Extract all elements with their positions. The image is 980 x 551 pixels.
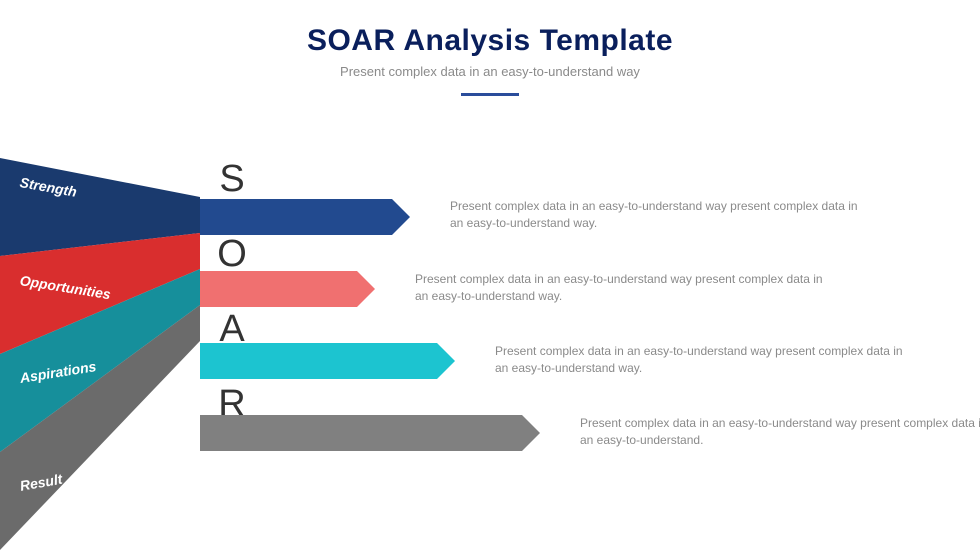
desc-result: Present complex data in an easy-to-under… xyxy=(580,415,980,450)
title-underline xyxy=(461,93,519,96)
desc-aspirations: Present complex data in an easy-to-under… xyxy=(495,343,915,378)
header: SOAR Analysis Template Present complex d… xyxy=(0,0,980,96)
page-title: SOAR Analysis Template xyxy=(0,24,980,58)
soar-diagram: Strength Opportunities Aspirations Resul… xyxy=(0,158,980,551)
page-subtitle: Present complex data in an easy-to-under… xyxy=(0,64,980,79)
letter-o: O xyxy=(212,233,252,276)
arrow-result xyxy=(200,415,540,451)
arrow-aspirations xyxy=(200,343,455,379)
desc-strength: Present complex data in an easy-to-under… xyxy=(450,198,870,233)
arrow-opportunities xyxy=(200,271,375,307)
arrow-strength xyxy=(200,199,410,235)
letter-s: S xyxy=(212,158,252,201)
desc-opportunities: Present complex data in an easy-to-under… xyxy=(415,271,835,306)
